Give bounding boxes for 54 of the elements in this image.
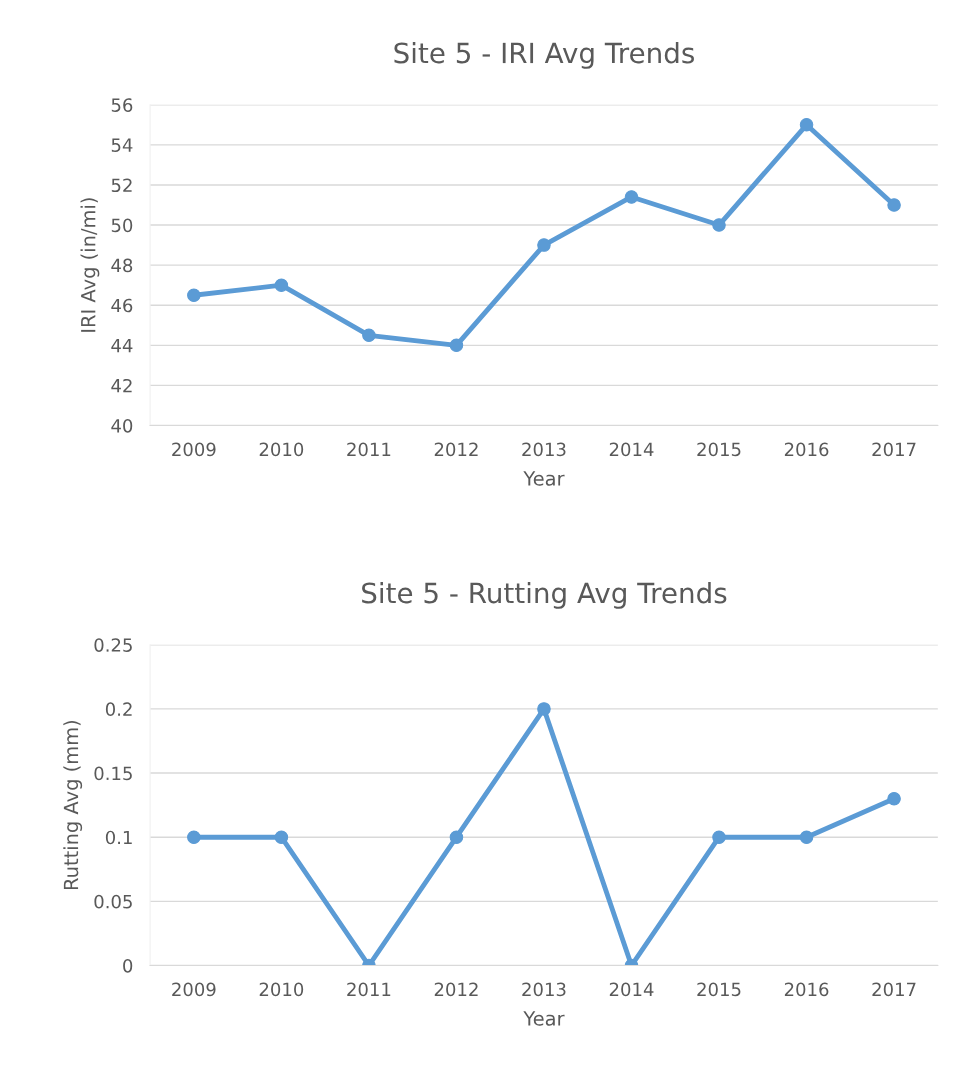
x-tick-label: 2011 (347, 442, 391, 457)
x-tick-label: 2014 (609, 982, 654, 997)
x-tick-label: 2017 (872, 982, 916, 997)
x-tick-label: 2012 (434, 442, 478, 457)
x-tick-label: 2012 (434, 982, 478, 997)
point (449, 338, 464, 353)
point (187, 830, 201, 844)
y-tick-label: 0.1 (105, 830, 132, 845)
y-tick-label: 0.15 (94, 766, 132, 781)
chart-title: Site 5 - IRI Avg Trends (394, 41, 694, 69)
point (799, 830, 814, 844)
y-tick-label: 46 (111, 298, 133, 313)
y-tick-label: 48 (111, 258, 133, 273)
x-axis-title: Year (523, 1011, 565, 1026)
y-axis-title: Rutting Avg (mm) (63, 720, 83, 890)
x-tick-label: 2009 (172, 982, 216, 997)
x-tick-label: 2016 (784, 982, 829, 997)
point (274, 278, 289, 292)
point (449, 830, 464, 844)
y-tick-label: 0.25 (94, 638, 132, 652)
x-tick-label: 2013 (522, 442, 566, 457)
y-tick-label: 40 (111, 418, 133, 433)
y-tick-label: 52 (111, 178, 132, 193)
point (712, 218, 726, 232)
y-tick-label: 50 (111, 218, 133, 233)
x-tick-label: 2013 (522, 982, 566, 997)
x-tick-label: 2014 (609, 442, 654, 457)
x-tick-label: 2015 (697, 442, 741, 457)
point (887, 198, 901, 212)
chart-title: Site 5 - Rutting Avg Trends (362, 581, 727, 609)
point (624, 190, 639, 204)
point (887, 791, 901, 806)
y-tick-label: 44 (111, 339, 133, 353)
point (537, 238, 551, 252)
point (799, 118, 814, 132)
y-axis-title: IRI Avg (in/mi) (80, 198, 100, 332)
y-tick-label: 0.05 (94, 894, 132, 909)
y-tick-label: 56 (111, 98, 133, 112)
point (187, 288, 201, 302)
point (274, 830, 289, 844)
y-tick-label: 42 (111, 378, 132, 393)
y-tick-label: 0.2 (105, 702, 132, 717)
x-tick-label: 2010 (259, 442, 304, 457)
x-tick-label: 2016 (784, 442, 829, 457)
x-axis-title: Year (523, 471, 565, 486)
point (362, 328, 376, 343)
point (712, 830, 726, 844)
x-tick-label: 2017 (872, 442, 916, 457)
y-tick-label: 0 (123, 958, 133, 973)
x-tick-label: 2011 (347, 982, 391, 997)
y-tick-label: 54 (111, 138, 133, 152)
x-tick-label: 2010 (259, 982, 304, 997)
x-tick-label: 2009 (172, 442, 216, 457)
x-tick-label: 2015 (697, 982, 741, 997)
